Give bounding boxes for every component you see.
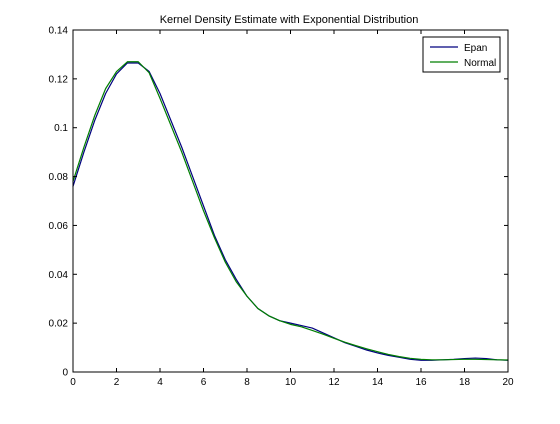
- chart-title: Kernel Density Estimate with Exponential…: [160, 14, 419, 26]
- legend-box: [422, 36, 501, 73]
- x-tick-label: 16: [415, 377, 427, 388]
- y-axis: 0 0.02 0.04 0.06 0.08 0.1 0.12 0.14: [49, 26, 508, 379]
- legend: Epan Normal: [422, 36, 501, 73]
- y-tick-label: 0.08: [49, 172, 69, 183]
- x-axis: 0 2 4 6 8 10 12 14 16 18 20: [70, 30, 514, 388]
- x-tick-label: 6: [201, 377, 207, 388]
- y-tick-label: 0.04: [49, 270, 69, 281]
- x-tick-label: 18: [459, 377, 471, 388]
- legend-label-epan: Epan: [464, 43, 487, 54]
- y-tick-label: 0.14: [49, 26, 69, 37]
- y-tick-label: 0.02: [49, 319, 69, 330]
- x-tick-label: 0: [70, 377, 76, 388]
- x-tick-label: 20: [502, 377, 514, 388]
- x-tick-label: 8: [244, 377, 250, 388]
- legend-label-normal: Normal: [464, 58, 496, 69]
- x-tick-label: 10: [285, 377, 297, 388]
- x-tick-label: 14: [372, 377, 384, 388]
- x-tick-label: 12: [328, 377, 340, 388]
- series-layer: [72, 61, 509, 361]
- x-tick-label: 4: [157, 377, 163, 388]
- series-line-normal: [72, 61, 509, 361]
- y-tick-label: 0.06: [49, 221, 69, 232]
- x-tick-label: 2: [114, 377, 120, 388]
- y-tick-label: 0.1: [54, 123, 68, 134]
- y-tick-label: 0: [62, 368, 68, 379]
- y-tick-label: 0.12: [49, 74, 69, 85]
